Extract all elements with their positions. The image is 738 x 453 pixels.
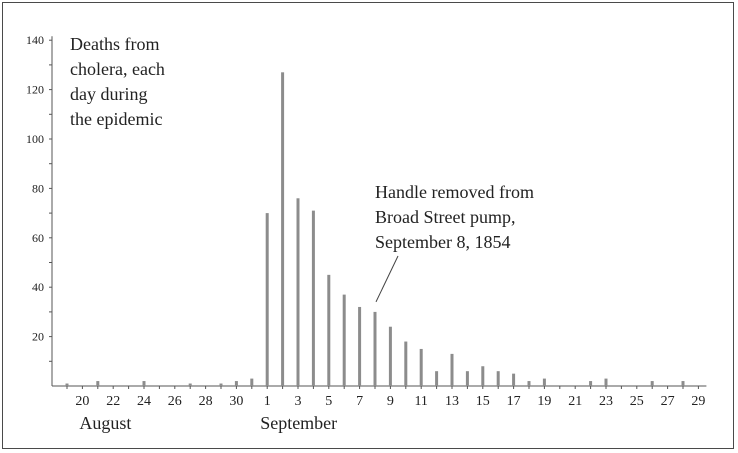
x-tick-label: 26 xyxy=(168,394,182,409)
deaths-annotation-line: day during xyxy=(70,84,148,104)
x-tick-label: 19 xyxy=(537,394,551,409)
month-labels: August September xyxy=(79,413,337,433)
x-tick-label: 24 xyxy=(137,394,151,409)
bar: 11 Sep: 15 xyxy=(419,348,423,386)
bar: 19 Sep: 3 xyxy=(542,378,546,386)
bar: 31 Aug: 3 xyxy=(250,378,254,386)
bar: 17 Sep: 5 xyxy=(512,373,516,386)
y-tick-label: 40 xyxy=(32,280,44,294)
x-tick-label: 22 xyxy=(106,394,120,409)
bar: 19 Aug: 1 xyxy=(65,383,69,386)
x-tick-label: 15 xyxy=(476,394,490,409)
bar: 22 Sep: 2 xyxy=(589,381,593,386)
y-tick-label: 60 xyxy=(32,231,44,245)
bar: 10 Sep: 18 xyxy=(404,341,408,386)
x-tick-label: 9 xyxy=(387,394,394,409)
bars: 19 Aug: 1 21 Aug: 2 24 Aug: 2 27 Aug: 1 29 A… xyxy=(65,72,685,386)
bar: 9 Sep: 24 xyxy=(388,326,392,386)
deaths-annotation-line: cholera, each xyxy=(70,59,165,79)
x-tick-label: 3 xyxy=(295,394,302,409)
x-tick-label: 25 xyxy=(630,394,644,409)
bar: 5 Sep: 45 xyxy=(327,274,331,386)
x-axis xyxy=(52,385,707,389)
x-tick-label: 23 xyxy=(599,394,613,409)
x-tick-label: 29 xyxy=(691,394,705,409)
y-tick-label: 120 xyxy=(26,83,44,97)
bar: 8 Sep: 30 xyxy=(373,311,377,386)
month-label: September xyxy=(260,413,337,433)
y-tick-label: 100 xyxy=(26,132,44,146)
bar: 28 Sep: 2 xyxy=(681,381,685,386)
x-tick-label: 17 xyxy=(507,394,521,409)
bar: 15 Sep: 8 xyxy=(481,366,485,386)
annotation-pointer-line xyxy=(375,255,399,303)
handle-annotation-line: Handle removed from xyxy=(375,182,534,202)
x-tick-label: 21 xyxy=(568,394,582,409)
deaths-annotation-line: Deaths from xyxy=(70,34,160,54)
bar: 24 Aug: 2 xyxy=(142,381,146,386)
bar: 13 Sep: 13 xyxy=(450,353,454,386)
bar: 16 Sep: 6 xyxy=(496,371,500,386)
deaths-annotation: Deaths from cholera, each day during the… xyxy=(70,32,165,132)
bar: 12 Sep: 6 xyxy=(435,371,439,386)
x-tick-label: 28 xyxy=(199,394,213,409)
y-tick-label: 80 xyxy=(32,181,44,195)
handle-removed-annotation: Handle removed from Broad Street pump, S… xyxy=(375,180,534,255)
bar: 3 Sep: 76 xyxy=(296,198,300,386)
bar: 18 Sep: 2 xyxy=(527,381,531,386)
bar: 27 Aug: 1 xyxy=(188,383,192,386)
bar: 2 Sep: 127 xyxy=(281,72,285,386)
bar: 23 Sep: 3 xyxy=(604,378,608,386)
x-tick-label: 11 xyxy=(414,394,427,409)
handle-annotation-line: September 8, 1854 xyxy=(375,232,511,252)
bar: 4 Sep: 71 xyxy=(311,210,315,386)
deaths-annotation-line: the epidemic xyxy=(70,109,163,129)
x-tick-label: 13 xyxy=(445,394,459,409)
bar: 26 Sep: 2 xyxy=(650,381,654,386)
handle-annotation-line: Broad Street pump, xyxy=(375,207,516,227)
bar: 30 Aug: 2 xyxy=(234,381,238,386)
x-tick-label: 5 xyxy=(325,394,332,409)
bar: 29 Aug: 1 xyxy=(219,383,223,386)
month-label: August xyxy=(79,413,131,433)
bar: 6 Sep: 37 xyxy=(342,294,346,386)
y-tick-label: 20 xyxy=(32,330,44,344)
x-tick-labels: 20 22 24 26 28 30 1 3 5 7 9 11 13 15 17 19 21 23 25 27 29 xyxy=(75,394,705,409)
y-axis: 20 40 60 80 100 120 140 xyxy=(26,33,53,386)
chart-frame xyxy=(2,2,734,449)
x-tick-label: 1 xyxy=(264,394,271,409)
x-tick-label: 20 xyxy=(75,394,89,409)
x-tick-label: 7 xyxy=(356,394,363,409)
x-tick-label: 30 xyxy=(229,394,243,409)
x-tick-label: 27 xyxy=(661,394,675,409)
y-tick-label: 140 xyxy=(26,33,44,47)
bar: 21 Aug: 2 xyxy=(96,381,100,386)
bar: 1 Sep: 70 xyxy=(265,213,269,386)
bar: 7 Sep: 32 xyxy=(358,306,362,386)
bar: 14 Sep: 6 xyxy=(465,371,469,386)
